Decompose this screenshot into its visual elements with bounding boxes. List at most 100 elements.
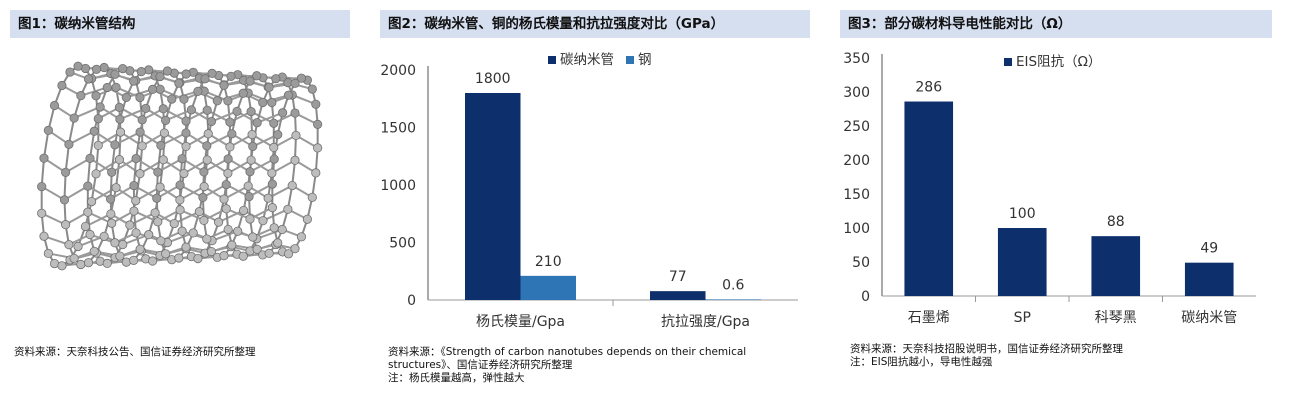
lattice-atom [174,253,184,263]
panel-title: 图3：部分碳材料导电性能对比（Ω） [840,10,1272,38]
lattice-atom [246,107,256,117]
lattice-atom [177,154,187,164]
lattice-atom [158,104,168,114]
lattice-atom [199,215,209,225]
lattice-atom [57,261,67,271]
y-tick-label: 1500 [380,121,416,137]
bar [904,101,954,296]
lattice-atom [76,91,86,101]
lattice-bond [86,158,92,187]
lattice-atom [131,153,141,164]
bar [465,93,521,300]
lattice-atom [87,197,97,207]
lattice-atom [114,155,124,165]
lattice-atom [248,232,258,242]
lattice-atom [269,142,279,153]
lattice-atom [267,168,277,178]
lattice-atom [167,94,177,104]
lattice-atom [247,129,257,140]
lattice-atom [263,193,273,203]
lattice-atom [129,180,139,191]
lattice-atom [221,179,231,190]
bar [705,299,761,300]
lattice-atom [83,181,93,191]
lattice-atom [313,143,323,153]
lattice-atom [115,114,125,124]
legend-label: 钢 [638,52,652,68]
lattice-atom [125,220,135,230]
legend-label: 碳纳米管 [560,52,614,68]
lattice-bond [138,145,144,174]
lattice-atom [174,78,184,88]
y-tick-label: 0 [407,293,416,309]
lattice-atom [203,129,213,139]
lattice-atom [153,217,163,227]
lattice-atom [147,256,158,266]
lattice-atom [264,82,274,93]
lattice-atom [307,192,317,202]
lattice-atom [207,68,217,78]
lattice-atom [227,240,237,250]
lattice-atom [283,204,293,214]
lattice-atom [175,195,185,205]
lattice-bond [73,106,101,119]
lattice-atom [221,204,231,214]
lattice-atom [219,194,229,204]
lattice-atom [83,258,94,268]
lattice-atom [239,205,249,216]
lattice-atom [258,216,268,226]
lattice-bond [206,132,233,147]
legend-swatch [548,56,556,64]
lattice-atom [214,217,224,227]
lattice-atom [194,207,204,217]
lattice-atom [177,226,187,236]
lattice-atom [227,129,237,139]
lattice-atom [219,251,229,261]
lattice-atom [150,208,160,218]
lattice-atom [37,208,47,218]
lattice-atom [43,125,53,135]
lattice-atom [136,67,146,77]
lattice-atom [290,155,300,165]
lattice-bond [68,130,95,146]
lattice-atom [202,105,212,115]
lattice-atom [156,140,166,150]
lattice-atom [85,229,95,240]
data-label: 210 [535,254,562,270]
note-line: 注：杨氏模量越高，弹性越大 [388,372,525,384]
lattice-atom [198,192,208,203]
y-tick-label: 500 [389,236,416,252]
lattice-atom [179,168,189,179]
lattice-atom [141,103,151,114]
lattice-bond [111,157,137,174]
lattice-atom [131,228,141,238]
lattice-atom [69,253,79,263]
lattice-atom [238,88,248,98]
lattice-atom [99,62,109,73]
y-tick-label: 150 [843,187,870,203]
lattice-atom [102,258,112,268]
lattice-atom [206,116,216,127]
lattice-atom [202,234,212,244]
lattice-atom [258,97,268,108]
bar [520,275,576,300]
lattice-atom [61,167,71,177]
lattice-atom [73,241,83,252]
lattice-atom [246,155,256,165]
lattice-atom [199,182,209,192]
lattice-atom [64,139,74,149]
nanotube-illustration [37,61,323,271]
lattice-atom [91,64,102,74]
legend-swatch [1004,58,1012,66]
nanotube-lattice [37,61,323,271]
lattice-atom [99,231,109,241]
lattice-atom [147,84,158,94]
lattice-atom [107,167,117,177]
lattice-atom [91,91,101,101]
panel-conductivity: 图3：部分碳材料导电性能对比（Ω） 0 50 100 150 200 250 300 350 石… [840,10,1272,326]
lattice-atom [49,100,60,111]
lattice-atom [193,86,203,96]
lattice-atom [223,168,233,178]
lattice-atom [111,183,121,193]
panel2-source: 资料来源：《Strength of carbon nanotubes depen… [388,346,746,385]
